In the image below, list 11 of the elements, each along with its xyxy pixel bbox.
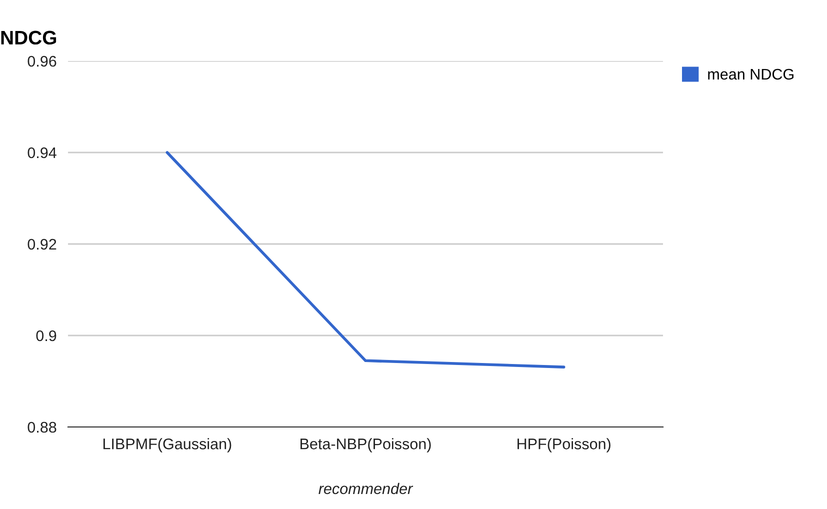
y-tick-label: 0.92 <box>28 238 56 250</box>
y-tick-label: 0.96 <box>28 56 56 67</box>
y-tick-label: 0.94 <box>28 147 56 158</box>
chart-title: NDCG <box>1 30 56 45</box>
x-axis-title: recommender <box>318 482 414 494</box>
x-tick-label: LIBPMF(Gaussian) <box>103 438 232 452</box>
legend-label: mean NDCG <box>708 68 794 80</box>
x-tick-label: Beta-NBP(Poisson) <box>300 438 431 452</box>
y-tick-label: 0.88 <box>28 422 56 433</box>
x-tick-label: HPF(Poisson) <box>518 438 610 452</box>
y-tick-label: 0.9 <box>36 330 56 342</box>
